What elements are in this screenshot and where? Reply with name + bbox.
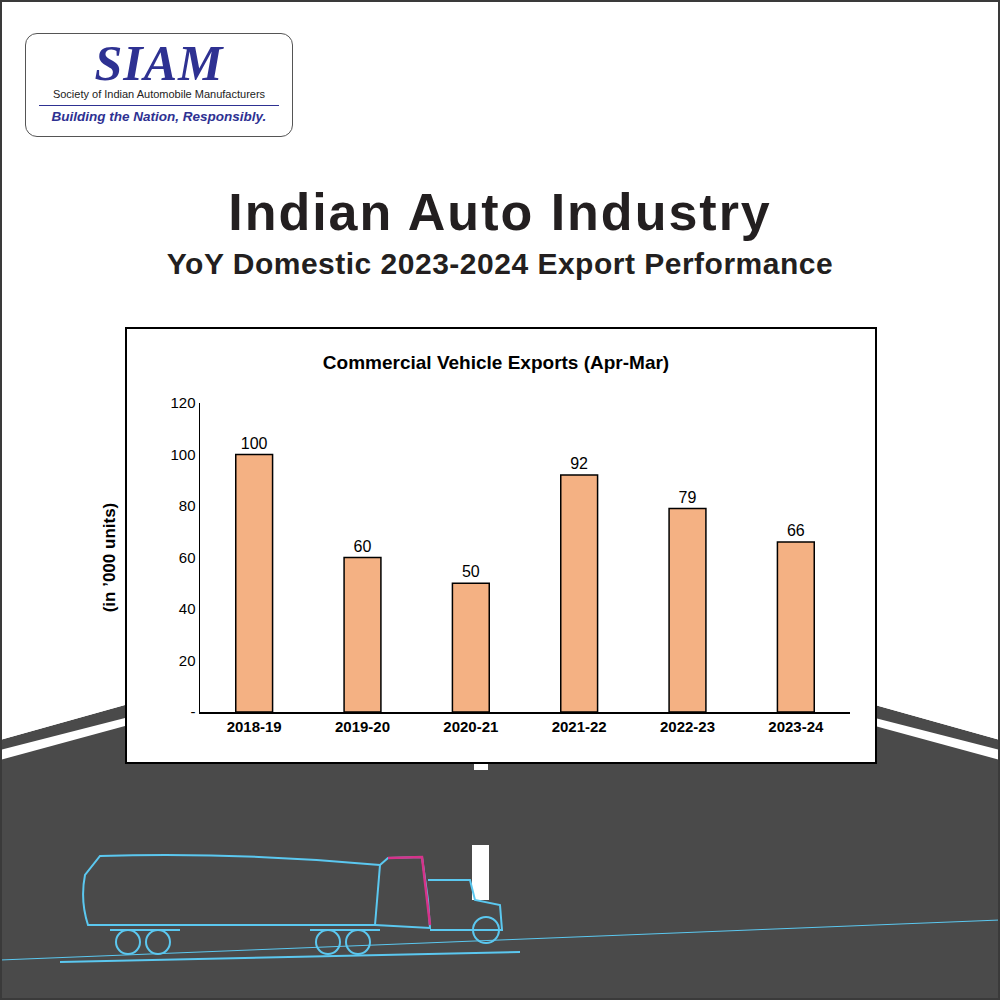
- svg-text:60: 60: [354, 538, 372, 555]
- svg-text:92: 92: [570, 455, 588, 472]
- svg-text:100: 100: [241, 435, 268, 452]
- svg-text:Commercial Vehicle Exports (Ap: Commercial Vehicle Exports (Apr-Mar): [323, 352, 669, 373]
- svg-text:(in ’000 units): (in ’000 units): [100, 503, 119, 613]
- html-text:Indian Auto Industry: Indian Auto Industry: [228, 183, 772, 241]
- html-text:Society of Indian Automobile M: Society of Indian Automobile Manufacture…: [52, 88, 266, 100]
- svg-text:20: 20: [179, 652, 196, 669]
- svg-text:50: 50: [462, 563, 480, 580]
- svg-text:80: 80: [179, 497, 196, 514]
- svg-text:2021-22: 2021-22: [552, 718, 607, 735]
- svg-text:100: 100: [170, 446, 195, 463]
- svg-text:2020-21: 2020-21: [443, 718, 498, 735]
- svg-text:79: 79: [679, 489, 697, 506]
- svg-text:-: -: [191, 703, 196, 720]
- html-text:YoY Domestic 2023-2024 Export: YoY Domestic 2023-2024 Export Performanc…: [166, 247, 834, 280]
- svg-text:2019-20: 2019-20: [335, 718, 390, 735]
- svg-text:66: 66: [787, 522, 805, 539]
- svg-text:40: 40: [179, 600, 196, 617]
- svg-text:2023-24: 2023-24: [768, 718, 824, 735]
- html-text:SIAM: SIAM: [94, 35, 224, 91]
- svg-text:120: 120: [170, 394, 195, 411]
- svg-text:2022-23: 2022-23: [660, 718, 715, 735]
- svg-text:2018-19: 2018-19: [227, 718, 282, 735]
- html-text:Building the Nation, Responsib: Building the Nation, Responsibly.: [51, 109, 267, 124]
- svg-text:60: 60: [179, 549, 196, 566]
